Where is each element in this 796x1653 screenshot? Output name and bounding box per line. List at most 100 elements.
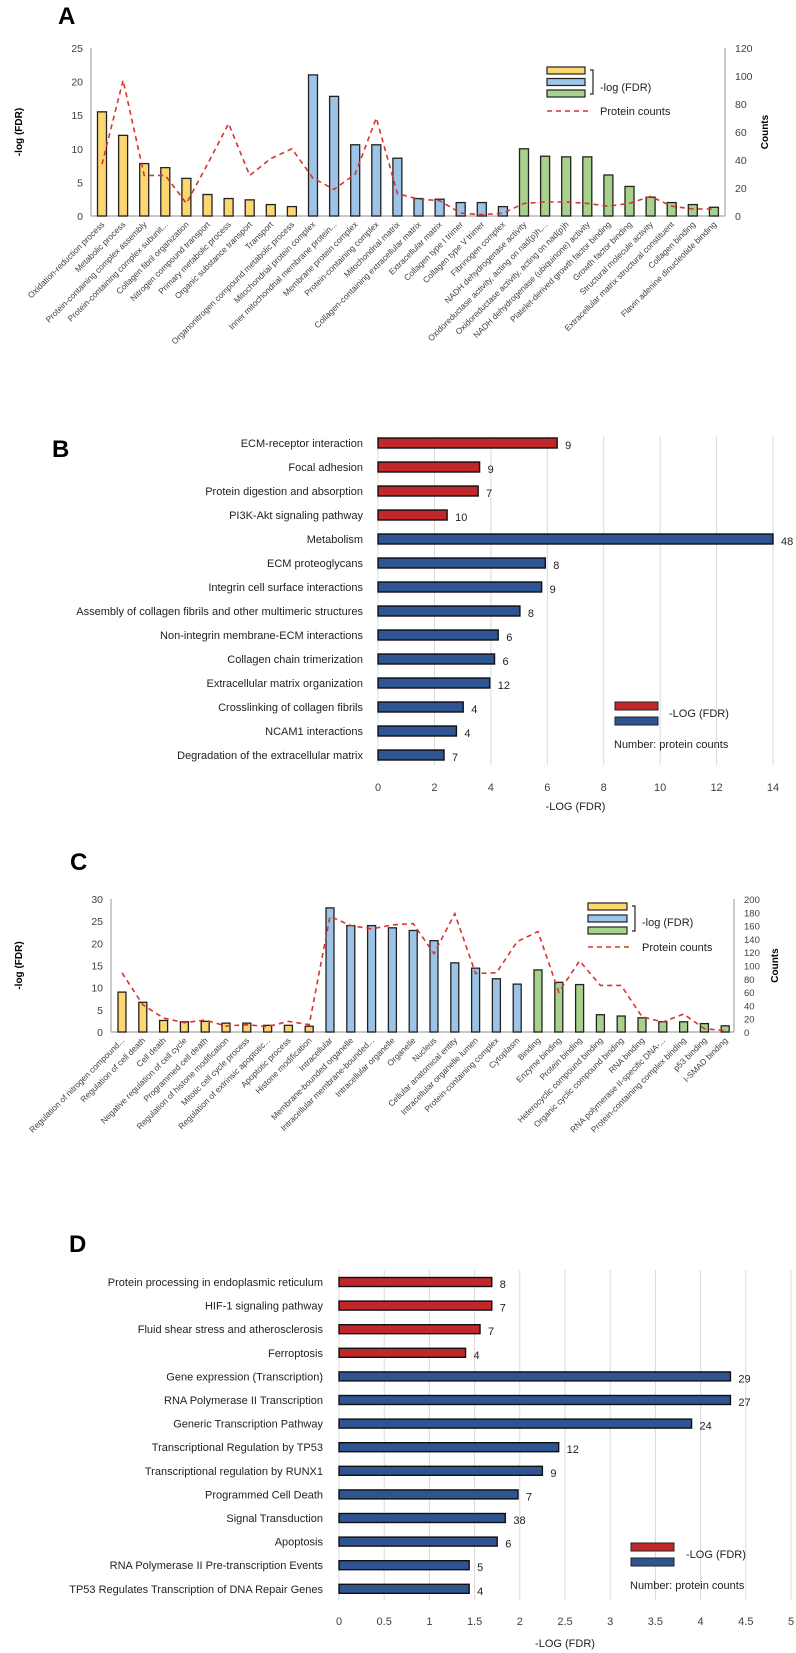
x-tick-label: 4 xyxy=(488,782,494,794)
bar-green xyxy=(539,155,551,217)
bar-green xyxy=(678,1021,689,1033)
bar-yellow xyxy=(179,1021,190,1033)
count-data-label: 12 xyxy=(498,680,510,692)
y-category-label: Protein processing in endoplasmic reticu… xyxy=(108,1277,323,1289)
bar-red xyxy=(377,509,448,521)
y-category-label: Ferroptosis xyxy=(268,1348,324,1360)
count-data-label: 4 xyxy=(471,704,477,716)
count-data-label: 24 xyxy=(700,1421,712,1433)
count-data-label: 5 xyxy=(477,1562,483,1574)
x-tick-label: 0 xyxy=(336,1616,342,1628)
y2-tick-label: 160 xyxy=(744,922,760,933)
panel-letter-c: C xyxy=(70,849,87,876)
count-data-label: 29 xyxy=(738,1373,750,1385)
legend-line-label: Protein counts xyxy=(600,106,671,118)
y-tick-label: 20 xyxy=(91,938,103,950)
y2-tick-label: 20 xyxy=(735,183,747,195)
y-category-label: Degradation of the extracellular matrix xyxy=(177,750,363,762)
bar-blue xyxy=(325,907,335,1033)
y-axis-title: -log (FDR) xyxy=(14,941,25,989)
x-tick-label: 3 xyxy=(607,1616,613,1628)
count-data-label: 7 xyxy=(452,752,458,764)
bar-yellow xyxy=(244,199,255,217)
x-tick-label: 4 xyxy=(698,1616,704,1628)
bar-yellow xyxy=(139,162,150,217)
y-category-label: Fluid shear stress and atherosclerosis xyxy=(138,1324,324,1336)
x-tick-label: 1 xyxy=(426,1616,432,1628)
bar-yellow xyxy=(304,1025,314,1033)
y-category-label: NCAM1 interactions xyxy=(265,726,363,738)
bar-green xyxy=(554,981,564,1033)
bar-navy xyxy=(338,1394,732,1406)
y-category-label: Transcriptional regulation by RUNX1 xyxy=(145,1466,323,1478)
legend-b: -LOG (FDR) Number: protein counts xyxy=(614,701,729,751)
bar-navy xyxy=(377,557,547,569)
legend-bracket xyxy=(632,905,636,932)
x-tick-label: 1.5 xyxy=(467,1616,482,1628)
y2-tick-label: 40 xyxy=(744,1001,755,1012)
y-category-label: Assembly of collagen fibrils and other m… xyxy=(76,606,363,618)
bar-green xyxy=(708,206,720,217)
bar-blue xyxy=(434,198,445,217)
y-category-label: Protein digestion and absorption xyxy=(205,486,363,498)
x-tick-label: 5 xyxy=(788,1616,794,1628)
y-category-label: Programmed Cell Death xyxy=(205,1489,323,1501)
legend-note: Number: protein counts xyxy=(630,1580,745,1592)
bar-navy xyxy=(377,533,774,545)
count-data-label: 7 xyxy=(526,1491,532,1503)
bar-blue xyxy=(455,201,466,217)
x-tick-label: 8 xyxy=(601,782,607,794)
x-tick-label: 6 xyxy=(544,782,550,794)
legend-swatch-green xyxy=(587,926,628,935)
y-tick-label: 10 xyxy=(91,983,103,995)
bar-green xyxy=(645,196,656,217)
y-tick-label: 30 xyxy=(91,894,103,906)
y2-axis-title: Counts xyxy=(760,114,771,149)
legend-swatch-blue xyxy=(587,914,628,923)
y-tick-label: 20 xyxy=(71,77,83,89)
x-tick-label: 2.5 xyxy=(557,1616,572,1628)
legend-swatch-yellow xyxy=(587,902,628,911)
bar-green xyxy=(720,1025,730,1033)
legend-swatch-blue xyxy=(546,77,586,87)
y-category-label: Integrin cell surface interactions xyxy=(208,582,363,594)
x-tick-label: 2 xyxy=(431,782,437,794)
count-data-label: 9 xyxy=(565,440,571,452)
count-data-label: 6 xyxy=(503,656,509,668)
bar-blue xyxy=(387,927,398,1033)
count-data-label: 8 xyxy=(528,608,534,620)
bar-blue xyxy=(413,197,424,217)
legend-d: -LOG (FDR) Number: protein counts xyxy=(630,1542,746,1592)
y-tick-label: 0 xyxy=(77,211,83,223)
y-category-label: Focal adhesion xyxy=(288,462,363,474)
bar-blue xyxy=(512,983,522,1033)
y2-tick-label: 200 xyxy=(744,895,760,906)
bar-red xyxy=(377,485,479,497)
legend-note: Number: protein counts xyxy=(614,739,729,751)
bar-yellow xyxy=(283,1024,294,1033)
bar-green xyxy=(637,1017,647,1033)
x-tick-label: 2 xyxy=(517,1616,523,1628)
bar-blue xyxy=(491,978,502,1033)
bar-yellow xyxy=(160,166,171,217)
y-tick-label: 15 xyxy=(71,110,83,122)
bar-red xyxy=(338,1323,481,1335)
bar-yellow xyxy=(262,1024,273,1033)
bar-navy xyxy=(377,605,521,617)
bar-navy xyxy=(338,1441,560,1453)
bar-green xyxy=(595,1014,606,1033)
x-category-label: Regulation of nitrogen compound... xyxy=(27,1035,126,1134)
y2-tick-label: 40 xyxy=(735,155,747,167)
bar-green xyxy=(624,185,635,217)
y2-tick-label: 20 xyxy=(744,1015,755,1026)
bar-blue xyxy=(450,962,460,1033)
y-category-label: PI3K-Akt signaling pathway xyxy=(229,510,363,522)
bar-yellow xyxy=(158,1019,169,1033)
bar-blue xyxy=(346,924,356,1033)
y-category-label: Metabolism xyxy=(307,534,363,546)
bar-red xyxy=(338,1300,493,1311)
bar-blue xyxy=(366,924,377,1033)
legend-bracket xyxy=(590,69,594,95)
y-category-label: RNA Polymerase II Transcription xyxy=(164,1395,323,1407)
bar-navy xyxy=(377,581,543,593)
